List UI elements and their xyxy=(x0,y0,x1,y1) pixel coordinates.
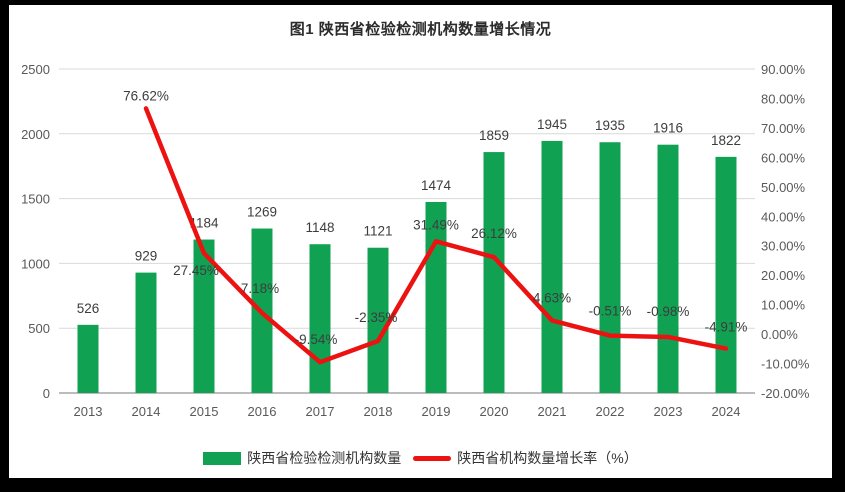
x-axis-tick-label: 2024 xyxy=(712,404,741,419)
right-axis-tick-label: 60.00% xyxy=(761,150,806,165)
chart-title: 图1 陕西省检验检测机构数量增长情况 xyxy=(289,21,552,38)
line-value-label: -4.91% xyxy=(705,320,748,335)
right-axis-tick-label: 10.00% xyxy=(761,298,806,313)
combo-chart: 0 500 1000 1500 2000 2500 -20.00% -10.00% 0.00% 1… xyxy=(21,62,810,419)
bar-value-label: 1184 xyxy=(189,216,219,231)
bar-value-label: 1916 xyxy=(653,121,683,136)
bar xyxy=(309,244,331,393)
x-axis-tick-label: 2015 xyxy=(190,404,219,419)
line-value-label: 26.12% xyxy=(471,226,517,241)
line-series-swatch-icon xyxy=(413,455,452,461)
x-axis-tick-label: 2018 xyxy=(364,404,393,419)
x-axis-tick-label: 2013 xyxy=(74,404,103,419)
legend-item-line-series: 陕西省机构数量增长率（%） xyxy=(413,448,638,468)
left-axis-tick-label: 0 xyxy=(43,386,50,401)
bar xyxy=(77,324,99,393)
x-axis-tick-label: 2022 xyxy=(596,404,625,419)
line-value-label: -9.54% xyxy=(295,332,338,347)
bar-value-label: 1859 xyxy=(479,128,509,143)
bar xyxy=(715,156,737,393)
right-axis-tick-label: 80.00% xyxy=(761,91,806,106)
left-axis-tick-label: 2500 xyxy=(21,62,50,77)
bar-value-label: 1822 xyxy=(711,133,741,148)
right-axis-tick-label: 20.00% xyxy=(761,268,806,283)
x-axis-tick-label: 2017 xyxy=(306,404,335,419)
right-axis-tick-label: 40.00% xyxy=(761,209,806,224)
line-value-label: -2.35% xyxy=(355,310,398,325)
x-axis-tick-label: 2020 xyxy=(480,404,509,419)
x-axis-tick-label: 2014 xyxy=(132,404,161,419)
bar xyxy=(193,239,215,393)
left-axis-tick-label: 2000 xyxy=(21,127,50,142)
left-axis-tick-label: 1000 xyxy=(21,256,50,271)
bar xyxy=(367,247,389,393)
left-axis-tick-label: 1500 xyxy=(21,192,50,207)
right-axis-tick-label: -10.00% xyxy=(761,357,810,372)
bar xyxy=(599,142,621,393)
bar-value-label: 1148 xyxy=(305,220,334,235)
chart-canvas: 图1 陕西省检验检测机构数量增长情况 0 500 1000 1500 2000 2500 -… xyxy=(9,5,832,478)
line-value-label: 4.63% xyxy=(533,290,571,305)
bar-series-swatch-icon xyxy=(203,451,242,465)
bar xyxy=(483,152,505,393)
line-value-label: -0.51% xyxy=(589,304,632,319)
line-value-label: 7.18% xyxy=(241,281,279,296)
x-axis-tick-label: 2021 xyxy=(538,404,567,419)
bar-value-label: 1945 xyxy=(537,117,567,132)
legend-item-bar-series: 陕西省检验检测机构数量 xyxy=(203,448,401,468)
bar-value-label: 1121 xyxy=(363,224,392,239)
legend-label-line-series: 陕西省机构数量增长率（%） xyxy=(457,450,638,466)
right-axis-tick-label: 90.00% xyxy=(761,62,806,77)
growth-rate-line xyxy=(143,106,729,365)
left-axis-tick-label: 500 xyxy=(28,321,50,336)
right-axis-tick-label: 0.00% xyxy=(761,327,798,342)
bar-value-label: 526 xyxy=(77,301,100,316)
legend-label-bar-series: 陕西省检验检测机构数量 xyxy=(247,450,402,466)
line-value-label: 27.45% xyxy=(173,263,219,278)
bar xyxy=(541,140,563,393)
bar-value-label: 929 xyxy=(135,249,158,264)
x-axis-tick-label: 2016 xyxy=(248,404,277,419)
bar xyxy=(135,272,157,393)
bar-value-label: 1935 xyxy=(595,118,625,133)
right-axis-tick-label: 30.00% xyxy=(761,239,806,254)
right-axis-tick-label: -20.00% xyxy=(761,386,810,401)
bar xyxy=(657,144,679,393)
chart-legend: 陕西省检验检测机构数量 陕西省机构数量增长率（%） xyxy=(9,448,832,468)
line-value-label: -0.98% xyxy=(647,304,690,319)
x-axis-tick-label: 2019 xyxy=(422,404,451,419)
right-axis-tick-label: 50.00% xyxy=(761,180,806,195)
bar-value-label: 1269 xyxy=(247,205,277,220)
line-value-label: 76.62% xyxy=(123,88,169,103)
bar-value-label: 1474 xyxy=(421,178,452,193)
line-value-label: 31.49% xyxy=(413,217,459,232)
x-axis-tick-label: 2023 xyxy=(654,404,683,419)
right-axis-tick-label: 70.00% xyxy=(761,121,806,136)
